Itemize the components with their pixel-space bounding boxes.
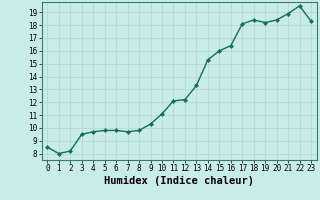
X-axis label: Humidex (Indice chaleur): Humidex (Indice chaleur) <box>104 176 254 186</box>
